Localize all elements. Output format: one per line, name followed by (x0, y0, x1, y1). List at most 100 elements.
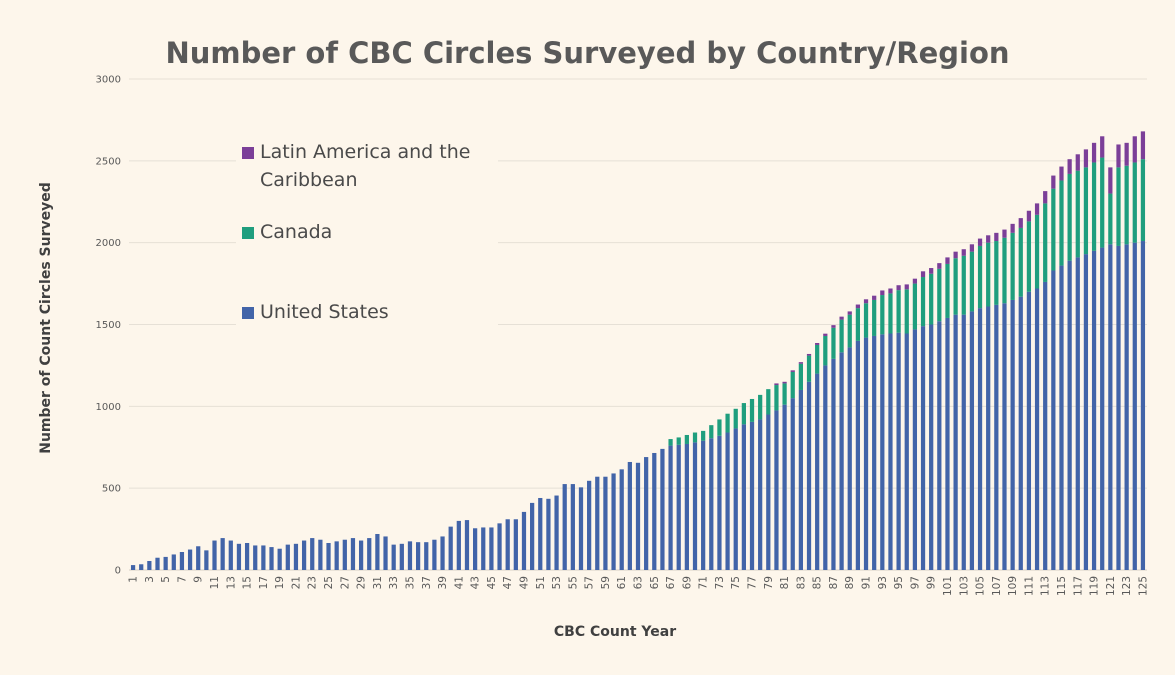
bar-united-states (1018, 296, 1023, 570)
bar-latin-america (1010, 223, 1015, 233)
bar-united-states (635, 462, 641, 570)
bar-united-states (790, 398, 795, 570)
bar-united-states (733, 428, 738, 570)
bar-canada (986, 242, 991, 307)
bar-united-states (521, 511, 527, 570)
x-tick-label: 99 (926, 576, 938, 589)
bar-canada (1108, 193, 1113, 245)
bar-united-states (587, 480, 592, 570)
x-tick-label: 67 (665, 576, 677, 589)
x-tick-label: 15 (242, 576, 254, 589)
bar-canada (692, 432, 698, 443)
x-tick-label: 51 (535, 576, 547, 589)
bar-united-states (1075, 257, 1080, 570)
bar-united-states (758, 419, 763, 570)
bar-united-states (196, 546, 201, 570)
x-tick-label: 73 (714, 576, 726, 589)
x-tick-label: 97 (909, 576, 921, 589)
bar-united-states (513, 519, 518, 570)
bar-canada (733, 408, 738, 429)
bar-united-states (725, 432, 730, 570)
bar-united-states (269, 547, 274, 570)
bar-united-states (815, 373, 820, 570)
bar-united-states (391, 544, 396, 570)
bar-canada (774, 385, 779, 411)
bar-united-states (1083, 254, 1089, 570)
bar-united-states (139, 564, 144, 570)
bar-canada (709, 425, 714, 439)
bar-united-states (204, 550, 209, 570)
x-tick-label: 59 (600, 576, 612, 589)
bar-canada (912, 283, 918, 330)
x-tick-label: 87 (828, 576, 840, 589)
x-tick-label: 53 (551, 576, 563, 589)
bar-latin-america (945, 257, 950, 264)
bar-united-states (1108, 244, 1113, 570)
bar-united-states (456, 520, 461, 570)
bar-united-states (481, 527, 486, 570)
bar-united-states (831, 358, 836, 570)
bar-united-states (342, 539, 347, 570)
bar-latin-america (1124, 142, 1129, 166)
x-tick-label: 109 (1007, 576, 1019, 596)
bar-united-states (228, 540, 233, 570)
bar-united-states (1091, 250, 1097, 570)
x-tick-label: 71 (698, 576, 710, 589)
bar-united-states (953, 314, 958, 570)
bar-canada (717, 419, 722, 436)
bar-united-states (912, 329, 918, 570)
bar-latin-america (986, 235, 991, 243)
bar-united-states (1051, 270, 1056, 570)
x-tick-label: 13 (225, 576, 237, 589)
bar-united-states (839, 352, 844, 570)
bar-latin-america (937, 263, 942, 269)
x-tick-label: 113 (1040, 576, 1052, 596)
bar-latin-america (961, 249, 966, 256)
bar-canada (1067, 173, 1072, 261)
bar-united-states (896, 332, 901, 570)
x-tick-label: 93 (877, 576, 889, 589)
x-tick-label: 95 (893, 576, 905, 589)
bar-united-states (660, 448, 665, 570)
bar-canada (1100, 157, 1105, 248)
legend-swatch-canada (242, 227, 254, 239)
bar-united-states (497, 523, 502, 570)
bar-canada (847, 314, 852, 348)
x-tick-label: 33 (388, 576, 400, 589)
bar-canada (815, 344, 820, 374)
bar-united-states (880, 334, 885, 570)
x-tick-label: 47 (502, 576, 514, 589)
bar-canada (1124, 165, 1129, 245)
bar-united-states (310, 538, 315, 570)
y-tick-label: 1000 (96, 402, 121, 413)
bar-canada (790, 371, 795, 399)
x-tick-label: 119 (1089, 576, 1101, 596)
x-tick-label: 39 (437, 576, 449, 589)
bar-united-states (1140, 241, 1146, 570)
bar-united-states (692, 442, 698, 570)
x-tick-label: 121 (1105, 576, 1117, 596)
bar-united-states (530, 502, 535, 570)
x-tick-label: 105 (975, 576, 987, 596)
legend-item-latin-america: Latin America and the Caribbean (236, 138, 498, 194)
bar-united-states (440, 536, 445, 570)
bar-united-states (277, 548, 282, 570)
y-tick-label: 2500 (96, 156, 121, 167)
bar-canada (1043, 203, 1048, 282)
bar-united-states (977, 308, 983, 570)
y-tick-label: 2000 (96, 238, 121, 249)
bar-united-states (244, 542, 250, 570)
x-tick-label: 17 (258, 576, 270, 589)
bar-united-states (155, 557, 160, 570)
bar-latin-america (839, 316, 844, 320)
bar-canada (920, 277, 926, 327)
bar-latin-america (969, 244, 975, 252)
bar-canada (961, 255, 966, 315)
x-tick-label: 123 (1121, 576, 1133, 596)
bar-united-states (326, 542, 331, 570)
bar-united-states (1100, 247, 1105, 570)
bar-united-states (538, 497, 543, 570)
bar-united-states (293, 543, 299, 570)
bar-united-states (676, 444, 681, 570)
bar-united-states (578, 487, 584, 570)
